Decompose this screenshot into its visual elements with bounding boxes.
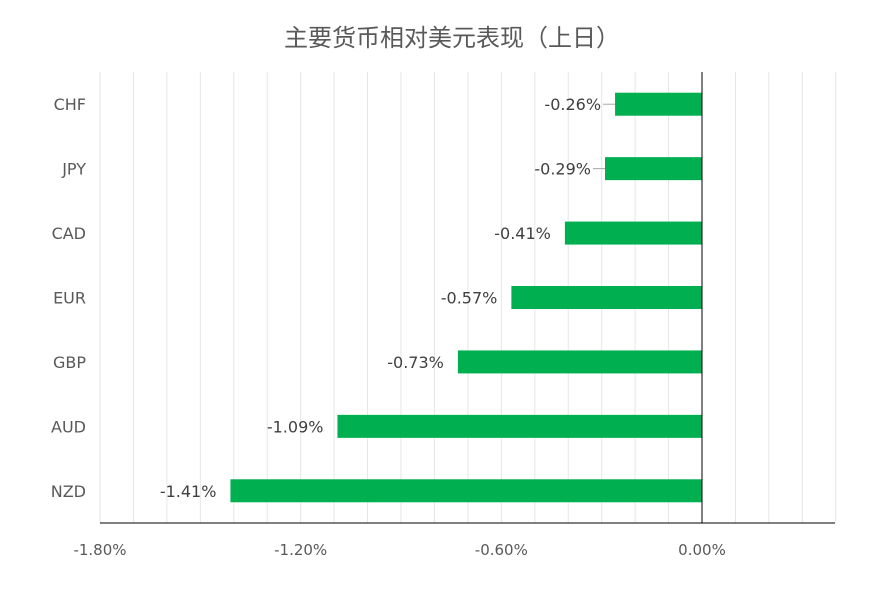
- x-tick-label: -1.20%: [274, 541, 327, 559]
- x-tick-label: -1.80%: [73, 541, 126, 559]
- bar-jpy: [605, 157, 702, 181]
- data-label: -0.29%: [534, 160, 591, 179]
- data-label: -0.73%: [387, 353, 444, 372]
- category-label: JPY: [61, 160, 86, 179]
- axes: [100, 72, 835, 524]
- bar-eur: [511, 286, 702, 309]
- category-label: GBP: [53, 353, 86, 372]
- data-label: -1.09%: [267, 417, 324, 436]
- data-label: -0.41%: [494, 224, 551, 243]
- chart-title: 主要货币相对美元表现（上日）: [284, 24, 620, 52]
- data-label: -0.57%: [441, 289, 498, 308]
- category-label: CHF: [54, 95, 86, 114]
- bar-cad: [564, 221, 702, 245]
- labels: CHF -0.26% JPY -0.29% CAD -0.41% EUR -0.57% GBP -…: [51, 95, 726, 559]
- bar-aud: [337, 414, 702, 438]
- data-label: -0.26%: [544, 95, 601, 114]
- data-label: -1.41%: [160, 482, 217, 501]
- bar-gbp: [457, 350, 702, 374]
- category-label: EUR: [53, 289, 86, 308]
- bar-chf: [615, 92, 702, 116]
- bars: [230, 92, 702, 503]
- bar-nzd: [230, 479, 702, 503]
- x-tick-label: 0.00%: [678, 541, 726, 559]
- x-tick-label: -0.60%: [475, 541, 528, 559]
- category-label: NZD: [51, 482, 86, 501]
- category-label: AUD: [51, 417, 86, 436]
- category-label: CAD: [52, 224, 86, 243]
